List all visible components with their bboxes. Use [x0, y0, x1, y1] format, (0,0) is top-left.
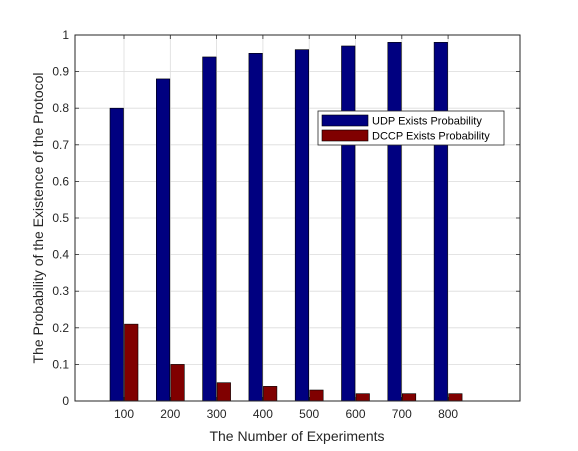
bar-udp-500 [294, 49, 310, 402]
y-tick-label: 0 [62, 394, 69, 408]
bar-udp-700 [387, 42, 402, 402]
x-tick-label: 500 [299, 407, 319, 421]
x-tick-label: 300 [207, 407, 227, 421]
bar-dccp-700 [401, 393, 417, 402]
x-axis-title: The Number of Experiments [209, 428, 384, 444]
y-tick-label: 0.5 [52, 211, 69, 225]
bar-udp-200 [156, 78, 171, 402]
x-tick-label: 400 [253, 407, 273, 421]
bar-udp-600 [341, 45, 356, 402]
legend-label-dccp: DCCP Exists Probability [372, 131, 490, 143]
legend-label-udp: UDP Exists Probability [372, 116, 482, 128]
bar-dccp-600 [355, 393, 370, 402]
x-tick-label: 100 [114, 407, 134, 421]
y-tick-label: 0.4 [52, 248, 69, 262]
y-axis-ticks: 0 0.1 0.2 0.3 0.4 0.5 0.6 0.7 0.8 0.9 1 [52, 28, 520, 408]
y-tick-label: 0.1 [52, 357, 69, 371]
bar-udp-100 [109, 107, 124, 402]
x-tick-label: 600 [345, 407, 365, 421]
x-tick-label: 200 [160, 407, 180, 421]
y-tick-label: 0.6 [52, 174, 69, 188]
x-axis-ticks: 100 200 300 400 500 600 700 800 [114, 35, 458, 421]
x-tick-label: 800 [438, 407, 458, 421]
bar-udp-400 [248, 52, 263, 402]
bar-dccp-100 [124, 323, 139, 402]
y-tick-label: 0.3 [52, 284, 69, 298]
legend-swatch-dccp [321, 129, 369, 142]
y-tick-label: 0.8 [52, 101, 69, 115]
legend: UDP Exists Probability DCCP Exists Proba… [317, 110, 505, 146]
bar-dccp-300 [216, 382, 231, 402]
y-tick-label: 1 [62, 28, 69, 42]
bar-dccp-400 [263, 386, 278, 402]
y-axis-title: The Probability of the Existence of the … [30, 72, 46, 363]
y-tick-label: 0.7 [52, 138, 69, 152]
bar-dccp-800 [448, 393, 463, 402]
bar-udp-800 [433, 42, 448, 402]
y-tick-label: 0.9 [52, 65, 69, 79]
y-tick-label: 0.2 [52, 321, 69, 335]
bar-dccp-200 [170, 364, 185, 402]
legend-swatch-udp [321, 114, 369, 127]
bar-udp-300 [202, 56, 217, 402]
bar-dccp-500 [309, 389, 324, 402]
x-tick-label: 700 [392, 407, 412, 421]
